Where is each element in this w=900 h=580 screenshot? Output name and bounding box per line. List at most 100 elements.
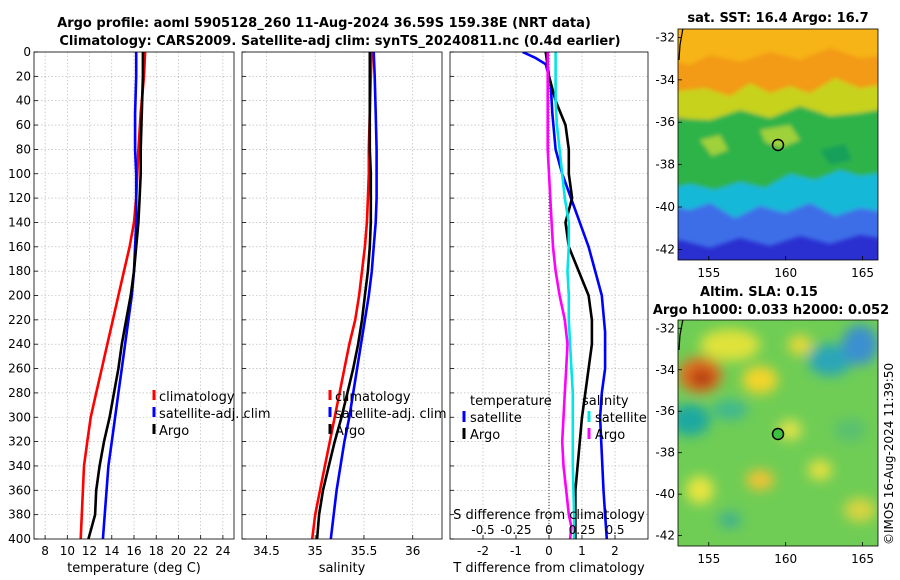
map-x-tick-label: 160 xyxy=(774,266,797,280)
y-tick-label: 280 xyxy=(8,386,31,400)
y-tick-label: 60 xyxy=(16,118,31,132)
sst-map-axes: 155 160 165 -32 -34 -36 -38 -40 -42 xyxy=(655,28,879,280)
y-tick-label: 120 xyxy=(8,191,31,205)
x-tick-label: 22 xyxy=(193,544,208,558)
difference-panel: -2 -1 0 1 2 T difference from climatology S di… xyxy=(449,51,649,576)
sla-map-subtitle: Argo h1000: 0.033 h2000: 0.052 xyxy=(653,303,889,318)
figure-title-line1: Argo profile: aoml 5905128_260 11-Aug-20… xyxy=(57,16,591,31)
legend-title-temperature: temperature xyxy=(470,394,552,409)
figure-title-line2: Climatology: CARS2009. Satellite-adj cli… xyxy=(59,34,620,49)
y-tick-label: 240 xyxy=(8,337,31,351)
y-tick-label: 360 xyxy=(8,483,31,497)
x-tick-label: 8 xyxy=(41,544,49,558)
y-tick-label: 220 xyxy=(8,313,31,327)
map-y-tick-label: -40 xyxy=(655,200,675,214)
legend-label: satellite-adj. clim xyxy=(335,407,447,422)
series-line-satellite-adj-clim xyxy=(329,52,378,539)
y-tick-label: 0 xyxy=(23,45,31,59)
y-tick-label: 80 xyxy=(16,142,31,156)
map-y-tick-label: -34 xyxy=(655,363,675,377)
top-x-tick-label: 0.25 xyxy=(569,523,596,537)
imos-credit: ©IMOS 16-Aug-2024 11:39:50 xyxy=(882,363,896,545)
y-tick-label: 40 xyxy=(16,94,31,108)
top-x-tick-label: -0.5 xyxy=(471,523,494,537)
y-tick-label: 320 xyxy=(8,435,31,449)
y-tick-label: 400 xyxy=(8,532,31,546)
series-group xyxy=(310,52,378,539)
legend-label: satellite xyxy=(470,411,522,426)
map-frame xyxy=(677,319,879,547)
map-x-tick-label: 160 xyxy=(774,552,797,566)
series-line-argo xyxy=(315,52,373,539)
x-tick-label: 12 xyxy=(82,544,97,558)
top-x-axis-label: S difference from climatology xyxy=(453,508,645,523)
series-line-t-argo xyxy=(544,52,594,539)
x-tick-label: 18 xyxy=(149,544,164,558)
series-line-climatology xyxy=(79,52,147,539)
y-tick-label: 100 xyxy=(8,167,31,181)
x-axis-label: salinity xyxy=(319,561,366,576)
map-y-tick-label: -32 xyxy=(655,321,675,335)
y-tick-label: 260 xyxy=(8,362,31,376)
x-tick-label: 1 xyxy=(578,544,586,558)
map-x-tick-label: 165 xyxy=(851,266,874,280)
x-tick-label: 35 xyxy=(308,544,323,558)
y-tick-label: 20 xyxy=(16,69,31,83)
argo-location-marker-sla xyxy=(771,427,785,441)
sla-map-title: Altim. SLA: 0.15 xyxy=(700,285,818,300)
sla-map-axes: 155 160 165 -32 -34 -36 -38 -40 -42 xyxy=(655,319,879,566)
x-tick-label: -2 xyxy=(477,544,489,558)
map-y-tick-label: -38 xyxy=(655,158,675,172)
legend-label: Argo xyxy=(595,428,625,443)
map-y-tick-label: -34 xyxy=(655,73,675,87)
temperature-panel: 8 10 12 14 16 18 20 22 24 temperature (deg C) 0 20 4… xyxy=(8,45,271,576)
series-line-s-satellite xyxy=(554,52,576,539)
x-tick-label: 24 xyxy=(215,544,230,558)
x-axis-label: temperature (deg C) xyxy=(67,561,201,576)
series-line-argo xyxy=(87,52,145,539)
y-tick-label: 300 xyxy=(8,410,31,424)
map-y-tick-label: -40 xyxy=(655,487,675,501)
x-tick-label: 36 xyxy=(405,544,420,558)
map-y-tick-label: -42 xyxy=(655,529,675,543)
legend-label: Argo xyxy=(335,424,365,439)
x-axis-label: T difference from climatology xyxy=(452,561,645,576)
x-tick-label: 35.5 xyxy=(351,544,378,558)
sst-map xyxy=(678,29,878,260)
top-x-tick-label: -0.25 xyxy=(500,523,531,537)
y-tick-label: 180 xyxy=(8,264,31,278)
legend-label: climatology xyxy=(159,390,235,405)
y-tick-label: 340 xyxy=(8,459,31,473)
map-y-tick-label: -36 xyxy=(655,404,675,418)
legend-label: satellite-adj. clim xyxy=(159,407,271,422)
map-x-tick-label: 155 xyxy=(697,552,720,566)
map-y-tick-label: -36 xyxy=(655,115,675,129)
legend-label: satellite xyxy=(595,411,647,426)
x-tick-label: 0 xyxy=(545,544,553,558)
series-group xyxy=(522,52,609,539)
x-tick-label: 2 xyxy=(611,544,619,558)
y-tick-label: 160 xyxy=(8,240,31,254)
argo-location-marker-sst xyxy=(771,138,785,152)
x-tick-label: 10 xyxy=(60,544,75,558)
legend-title-salinity: salinity xyxy=(582,394,629,409)
top-x-tick-label: 0 xyxy=(545,523,553,537)
map-y-tick-label: -42 xyxy=(655,242,675,256)
axes-frame xyxy=(241,51,443,540)
legend-label: climatology xyxy=(335,390,411,405)
x-tick-label: 16 xyxy=(126,544,141,558)
salinity-panel: 34.5 35 35.5 36 salinity climatology satellite… xyxy=(241,51,447,576)
y-tick-label: 140 xyxy=(8,215,31,229)
series-line-s-argo xyxy=(546,52,573,539)
sla-map xyxy=(678,320,878,546)
map-x-tick-label: 155 xyxy=(697,266,720,280)
sst-map-title: sat. SST: 16.4 Argo: 16.7 xyxy=(687,11,868,26)
x-tick-label: -1 xyxy=(510,544,522,558)
x-tick-label: 20 xyxy=(171,544,186,558)
y-tick-label: 200 xyxy=(8,289,31,303)
legend-label: Argo xyxy=(159,424,189,439)
map-y-tick-label: -32 xyxy=(655,30,675,44)
y-tick-label: 380 xyxy=(8,508,31,522)
series-group xyxy=(79,52,147,539)
